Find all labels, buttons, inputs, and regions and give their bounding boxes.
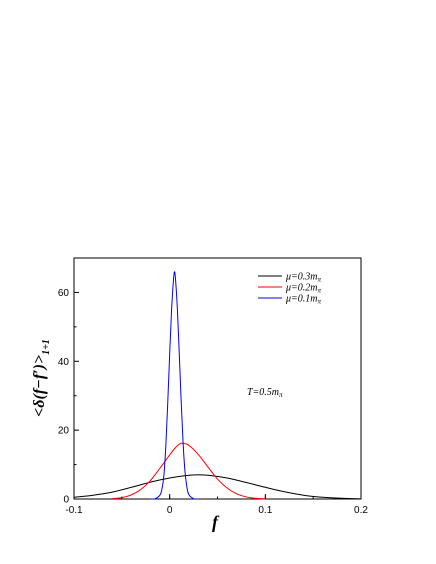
series-line-3: [150, 271, 199, 500]
x-tick-label: 0: [167, 505, 173, 516]
y-tick-label: 20: [58, 426, 70, 437]
y-axis-title-main: <δ(f−f′)>: [31, 355, 48, 417]
x-axis-title: f: [212, 512, 220, 532]
annotation-sub: π: [279, 391, 283, 399]
legend-label-3: μ=0.1mπ: [285, 294, 322, 306]
x-tick-label: -0.1: [65, 505, 83, 516]
x-axis-ticks: -0.1 0 0.1 0.2: [65, 494, 368, 516]
y-tick-label: 60: [58, 288, 70, 299]
y-axis-ticks: 0 20 40 60: [58, 288, 79, 506]
series-line-2: [112, 442, 266, 500]
annotation-main: T=0.5m: [247, 387, 279, 398]
y-tick-label: 40: [58, 357, 70, 368]
series-layer: [73, 271, 362, 500]
series-line-1: [73, 474, 362, 500]
temperature-annotation: T=0.5mπ: [247, 387, 283, 399]
y-tick-label: 0: [63, 495, 69, 506]
x-tick-label: 0.2: [354, 505, 368, 516]
legend-label-1: μ=0.3mπ: [285, 272, 322, 284]
y-axis-title-sub: 1+1: [41, 339, 52, 355]
x-tick-label: 0.1: [258, 505, 272, 516]
legend-label-2: μ=0.2mπ: [285, 283, 322, 295]
y-axis-title: <δ(f−f′)>1+1: [31, 339, 52, 417]
